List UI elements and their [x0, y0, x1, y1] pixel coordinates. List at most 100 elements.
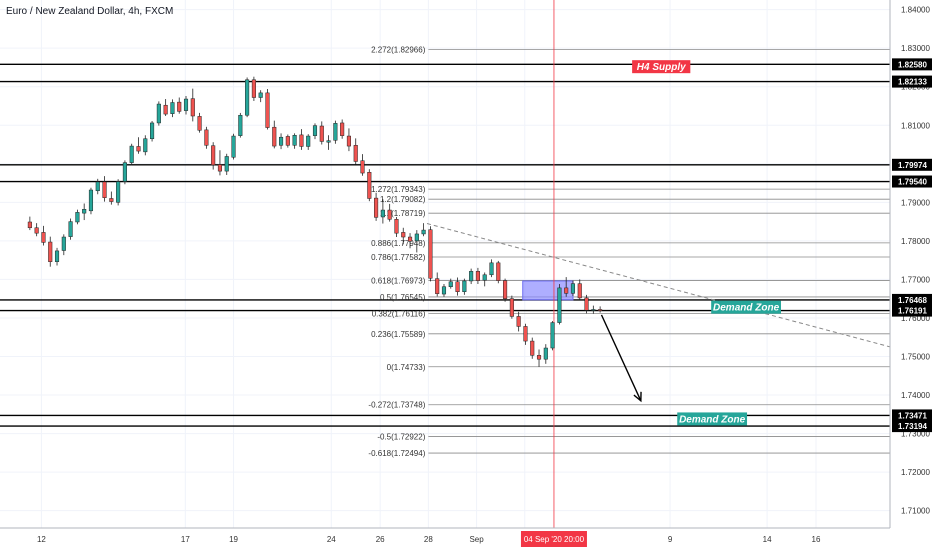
fib-label: 0.236(1.75589) [371, 330, 426, 339]
candle-body [238, 114, 243, 136]
level-price-label: 1.82580 [898, 60, 927, 69]
candle-body [448, 281, 453, 287]
candle-body [489, 262, 494, 276]
candle-body [353, 145, 358, 162]
candle-body [509, 298, 514, 317]
candle-body [435, 278, 440, 294]
candle [448, 278, 453, 289]
candle [394, 216, 399, 238]
zone-label-text: Demand Zone [679, 414, 746, 425]
candle [550, 321, 555, 351]
candle-body [109, 198, 114, 202]
time-axis-bg [0, 528, 890, 550]
candle-body [54, 250, 60, 262]
candle-body [340, 122, 345, 136]
level-price-label: 1.76468 [898, 296, 927, 305]
level-price-label: 1.82133 [898, 78, 927, 87]
candle [245, 77, 250, 118]
time-tick-label: Sep [469, 535, 484, 544]
candle [374, 192, 379, 221]
price-tick-label: 1.71000 [901, 507, 930, 516]
candle [421, 223, 426, 237]
candle [224, 153, 229, 175]
candle [129, 143, 134, 166]
candle [591, 305, 596, 314]
candle-body [75, 212, 80, 223]
candle-body [61, 236, 66, 251]
projection-arrow-head [633, 391, 642, 403]
price-tick-label: 1.74000 [901, 391, 930, 400]
fibonacci-levels: 2.272(1.82966) 1.272(1.79343)1.2(1.79082)… [368, 45, 890, 458]
candle [455, 277, 460, 296]
candle-body [462, 280, 467, 292]
candle-body [224, 156, 229, 172]
candle-body [530, 340, 535, 356]
candle-body [129, 145, 134, 163]
candle-body [564, 287, 569, 294]
candle-body [346, 135, 351, 147]
candle [387, 203, 392, 222]
candle [333, 120, 338, 144]
candle-body [550, 322, 555, 349]
candle [428, 226, 433, 282]
candle [401, 227, 406, 245]
candle [279, 133, 284, 150]
level-price-tag [892, 293, 932, 306]
candle-body [475, 271, 480, 281]
price-tick-label: 1.78000 [901, 237, 930, 246]
level-price-tag [892, 75, 932, 88]
candle [251, 76, 256, 101]
candle [68, 218, 73, 240]
candle-body [292, 135, 297, 146]
candle-body [197, 116, 202, 131]
candle [197, 112, 202, 133]
price-tick-label: 1.84000 [901, 6, 930, 15]
candle-body [455, 281, 460, 292]
candle-body [380, 209, 385, 218]
fib-label: 1.2(1.79082) [380, 195, 426, 204]
annotations: H4 Supply Demand Zone Demand Zone [632, 60, 781, 426]
candle-body [251, 79, 256, 98]
time-tick-label: 26 [376, 535, 385, 544]
candle [598, 306, 603, 313]
price-tick-label: 1.79000 [901, 198, 930, 207]
candle [584, 294, 589, 314]
candle [312, 123, 318, 140]
candle-body [299, 134, 304, 147]
candle-body [258, 92, 263, 98]
candle [177, 97, 182, 114]
candle-body [177, 101, 182, 112]
candle [82, 203, 87, 221]
candle [509, 295, 514, 319]
candle-body [503, 280, 508, 299]
price-tick-label: 1.77000 [901, 275, 930, 284]
candle [577, 279, 582, 300]
zone-label: Demand Zone [711, 300, 781, 314]
candle-body [211, 145, 216, 166]
candle-body [27, 221, 32, 229]
candle [75, 209, 80, 225]
time-tick-label: 17 [181, 535, 190, 544]
candle-body [68, 221, 73, 237]
candle [258, 90, 263, 103]
candle [143, 135, 148, 156]
level-price-tag [892, 58, 932, 71]
candle [156, 101, 161, 126]
candle [116, 179, 121, 206]
level-price-label: 1.79974 [898, 161, 927, 170]
zone-label-text: Demand Zone [713, 303, 780, 314]
level-price-tag [892, 158, 932, 171]
candle-body [394, 219, 399, 234]
candle-body [516, 316, 521, 327]
drawings [426, 0, 891, 528]
candle [54, 247, 60, 266]
candle-body [319, 125, 324, 142]
candle-body [387, 209, 392, 220]
candle-body [584, 297, 589, 311]
candle-body [245, 79, 250, 116]
time-tick-label: 24 [327, 535, 336, 544]
candle-body [401, 232, 406, 238]
level-price-label: 1.76191 [898, 307, 927, 316]
